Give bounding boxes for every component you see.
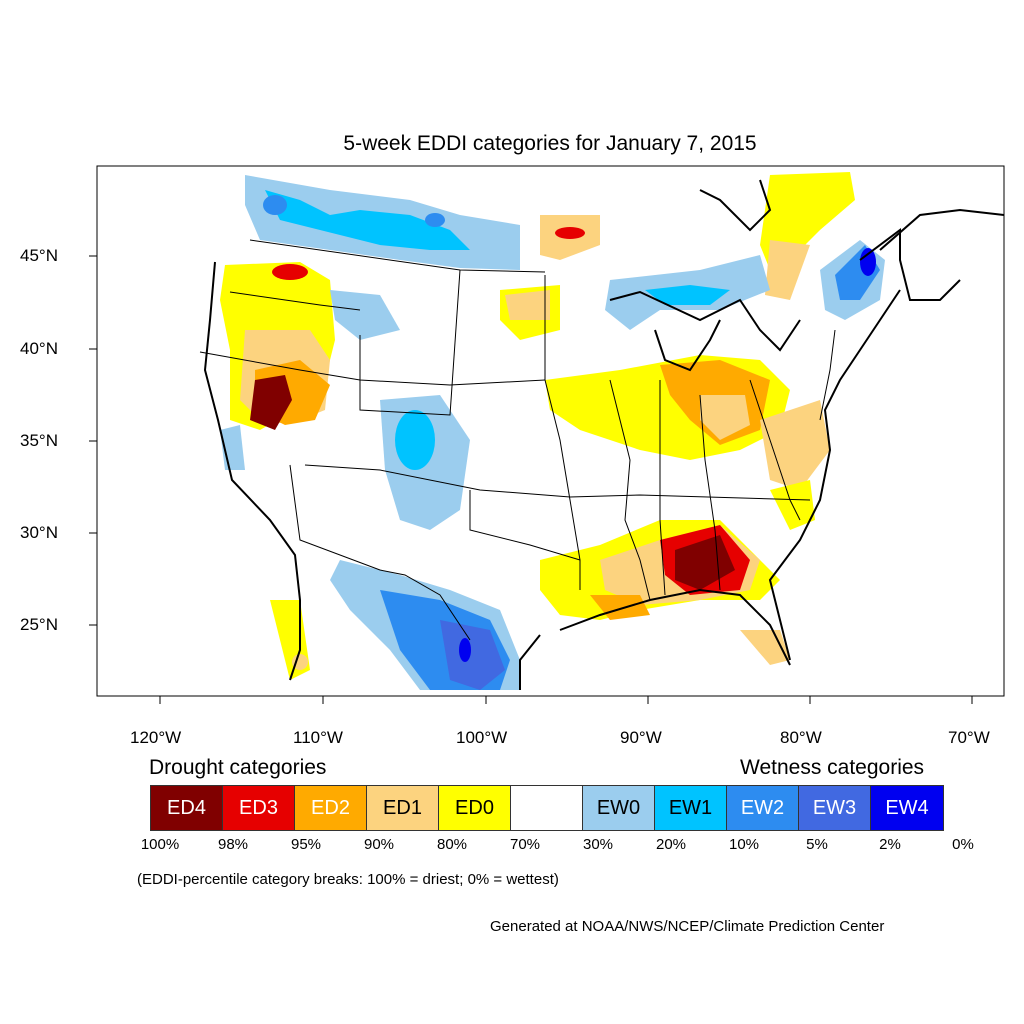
wetness-heading: Wetness categories xyxy=(740,756,925,779)
lat-label: 40°N xyxy=(20,339,58,358)
lon-label: 90°W xyxy=(620,728,662,747)
legend-break-label: 30% xyxy=(582,836,614,853)
legend-swatch: EW2 xyxy=(727,786,799,830)
legend-break-label: 80% xyxy=(436,836,468,853)
legend-swatch: ED2 xyxy=(295,786,367,830)
legend-swatch: EW1 xyxy=(655,786,727,830)
lat-label: 30°N xyxy=(20,523,58,542)
legend-break-label: 5% xyxy=(806,836,828,853)
axis-ticks xyxy=(89,255,973,704)
lon-label: 70°W xyxy=(948,728,990,747)
legend-break-label: 0% xyxy=(952,836,974,853)
legend-break-label: 70% xyxy=(509,836,541,853)
lon-label: 120°W xyxy=(130,728,182,747)
credit-line: Generated at NOAA/NWS/NCEP/Climate Predi… xyxy=(490,918,885,935)
lat-label: 25°N xyxy=(20,615,58,634)
legend-swatch: ED1 xyxy=(367,786,439,830)
legend-color-bar: ED4 ED3 ED2 ED1 ED0 EW0 EW1 EW2 EW3 EW4 xyxy=(150,785,944,831)
legend-swatch: EW4 xyxy=(871,786,943,830)
lon-label: 110°W xyxy=(293,728,343,747)
breaks-note: (EDDI-percentile category breaks: 100% =… xyxy=(137,871,559,888)
drought-heading: Drought categories xyxy=(149,756,327,779)
lat-label: 45°N xyxy=(20,246,58,265)
legend-swatch: EW3 xyxy=(799,786,871,830)
legend-swatch: ED0 xyxy=(439,786,511,830)
map-border xyxy=(96,165,1005,697)
map-title: 5-week EDDI categories for January 7, 20… xyxy=(343,132,757,155)
lon-label: 80°W xyxy=(780,728,822,747)
state-boundaries xyxy=(199,239,836,641)
coastlines xyxy=(203,179,1004,690)
legend-break-label: 98% xyxy=(217,836,249,853)
wet-patch-north-west-core xyxy=(265,190,470,250)
legend-break-label: 100% xyxy=(140,836,180,853)
legend-break-label: 90% xyxy=(363,836,395,853)
extreme-dry-nevada xyxy=(250,375,292,430)
legend-break-label: 20% xyxy=(655,836,687,853)
legend-swatch: EW0 xyxy=(583,786,655,830)
legend-swatch: ED4 xyxy=(151,786,223,830)
legend-break-label: 95% xyxy=(290,836,322,853)
lat-label: 35°N xyxy=(20,431,58,450)
legend-break-label: 2% xyxy=(879,836,901,853)
map-shading xyxy=(205,172,885,690)
lon-label: 100°W xyxy=(456,728,508,747)
extreme-dry-southeast xyxy=(675,535,735,590)
legend-break-label: 10% xyxy=(728,836,760,853)
legend-swatch: ED3 xyxy=(223,786,295,830)
legend-swatch xyxy=(511,786,583,830)
